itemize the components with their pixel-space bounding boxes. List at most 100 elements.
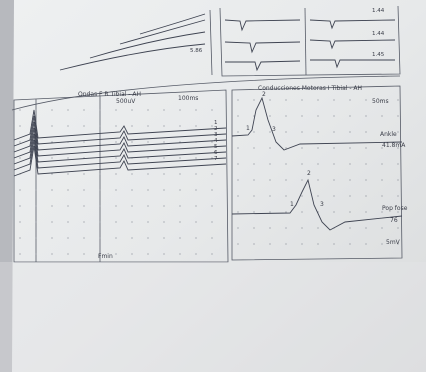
grid-dot	[115, 125, 116, 126]
current-label: 41.8mA	[382, 142, 406, 149]
grid-dot	[99, 205, 100, 206]
grid-dot	[349, 131, 350, 132]
grid-dot	[285, 99, 286, 100]
grid-dot	[349, 115, 350, 116]
grid-dot	[333, 147, 334, 148]
top-label: 5.86	[190, 48, 203, 54]
grid-dot	[349, 243, 350, 244]
grid-dot	[35, 173, 36, 174]
grid-dot	[211, 253, 212, 254]
grid-dot	[195, 253, 196, 254]
grid-dot	[365, 227, 366, 228]
grid-dot	[317, 163, 318, 164]
grid-dot	[195, 109, 196, 110]
grid-dot	[163, 189, 164, 190]
grid-dot	[301, 243, 302, 244]
top-label: 1.45	[372, 52, 385, 58]
marker: 2	[307, 170, 311, 177]
grid-dot	[397, 227, 398, 228]
grid-dot	[195, 125, 196, 126]
grid-dot	[67, 173, 68, 174]
grid-dot	[253, 147, 254, 148]
grid-dot	[19, 109, 20, 110]
grid-dot	[99, 221, 100, 222]
grid-dot	[67, 253, 68, 254]
grid-dot	[211, 141, 212, 142]
grid-dot	[51, 189, 52, 190]
grid-dot	[51, 173, 52, 174]
grid-dot	[35, 237, 36, 238]
grid-dot	[51, 237, 52, 238]
grid-dot	[237, 227, 238, 228]
grid-dot	[51, 157, 52, 158]
grid-dot	[83, 109, 84, 110]
grid-dot	[301, 195, 302, 196]
grid-dot	[19, 205, 20, 206]
grid-dot	[269, 211, 270, 212]
grid-dot	[365, 179, 366, 180]
grid-dot	[349, 99, 350, 100]
grid-dot	[317, 99, 318, 100]
grid-dot	[317, 115, 318, 116]
grid-dot	[301, 147, 302, 148]
marker: 1	[246, 125, 250, 132]
grid-dot	[381, 163, 382, 164]
grid-dot	[19, 237, 20, 238]
page: 1.44 1.44 1.45 5.86 Ondas F R Tibial - A…	[0, 0, 426, 372]
grid-dot	[381, 243, 382, 244]
site-label: Pop fose	[382, 205, 408, 212]
panel-title: Ondas F R Tibial - AH	[78, 91, 141, 98]
grid-dot	[317, 227, 318, 228]
marker: 2	[262, 91, 266, 98]
grid-dot	[211, 189, 212, 190]
grid-dot	[211, 109, 212, 110]
grid-dot	[67, 205, 68, 206]
grid-dot	[195, 157, 196, 158]
grid-dot	[99, 173, 100, 174]
grid-dot	[19, 141, 20, 142]
grid-dot	[131, 189, 132, 190]
grid-dot	[67, 237, 68, 238]
sweep-label: 100ms	[178, 95, 198, 102]
gain-label: 5mV	[386, 239, 401, 246]
grid-dot	[317, 195, 318, 196]
grid-dot	[83, 205, 84, 206]
grid-dot	[131, 125, 132, 126]
grid-dot	[237, 163, 238, 164]
grid-dot	[333, 179, 334, 180]
grid-dot	[253, 211, 254, 212]
grid-dot	[397, 163, 398, 164]
grid-dot	[67, 125, 68, 126]
grid-dot	[317, 179, 318, 180]
grid-dot	[301, 115, 302, 116]
grid-dot	[195, 173, 196, 174]
grid-dot	[237, 195, 238, 196]
grid-dot	[163, 157, 164, 158]
grid-dot	[397, 99, 398, 100]
grid-dot	[99, 237, 100, 238]
grid-dot	[179, 157, 180, 158]
grid-dot	[83, 237, 84, 238]
grid-dot	[301, 131, 302, 132]
grid-dot	[301, 179, 302, 180]
grid-dot	[51, 253, 52, 254]
grid-dot	[179, 205, 180, 206]
grid-dot	[333, 115, 334, 116]
grid-dot	[147, 109, 148, 110]
grid-dot	[317, 147, 318, 148]
grid-dot	[19, 221, 20, 222]
grid-dot	[147, 189, 148, 190]
grid-dot	[147, 125, 148, 126]
grid-dot	[285, 227, 286, 228]
grid-dot	[163, 253, 164, 254]
sweep-label: 50ms	[372, 98, 389, 105]
grid-dot	[51, 221, 52, 222]
grid-dot	[195, 221, 196, 222]
grid-dot	[365, 147, 366, 148]
grid-dot	[397, 131, 398, 132]
grid-dot	[67, 157, 68, 158]
grid-dot	[333, 163, 334, 164]
grid-dot	[115, 109, 116, 110]
grid-dot	[333, 195, 334, 196]
grid-dot	[285, 163, 286, 164]
